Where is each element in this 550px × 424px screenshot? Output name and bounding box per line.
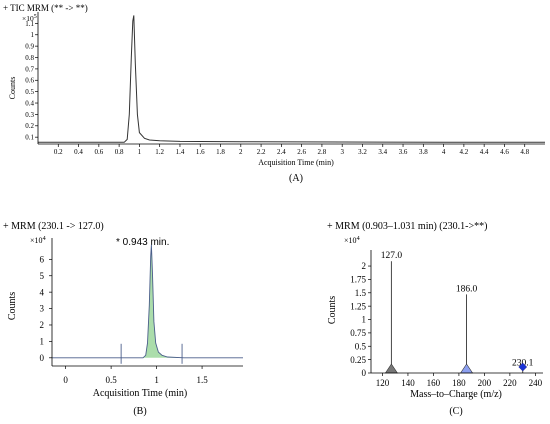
x-tick-label: 0.8 <box>115 148 124 156</box>
x-tick-label: 3.2 <box>358 148 367 156</box>
y-tick-label: 1 <box>40 337 45 347</box>
panel-a-title: + TIC MRM (** -> **) <box>3 3 88 13</box>
x-tick-label: 1.8 <box>216 148 225 156</box>
peak-marker-triangle <box>384 363 398 374</box>
x-tick-label: 1 <box>154 375 159 385</box>
x-tick-label: 0.2 <box>54 148 63 156</box>
y-tick-label: 6 <box>40 254 45 264</box>
x-tick-label: 3.6 <box>399 148 408 156</box>
peak-label: 127.0 <box>381 251 403 261</box>
panel-b-ylabel: Counts <box>7 292 18 320</box>
y-tick-label: 0.7 <box>25 65 34 73</box>
panel-b-xlabel: Acquisition Time (min) <box>93 388 187 399</box>
panel-c-multiplier: ×104 <box>344 235 361 245</box>
panel-c-title: + MRM (0.903–1.031 min) (230.1->**) <box>327 221 487 232</box>
x-tick-label: 4.8 <box>520 148 529 156</box>
panel-b-mrm-chart: + MRM (230.1 -> 127.0) ×104 Counts Acqui… <box>3 221 243 417</box>
y-tick-label: 0.25 <box>350 355 366 365</box>
x-tick-label: 220 <box>503 378 517 388</box>
y-tick-label: 4 <box>40 287 45 297</box>
x-tick-label: 1.2 <box>155 148 164 156</box>
y-tick-label: 1.1 <box>25 20 34 28</box>
x-tick-label: 1 <box>138 148 142 156</box>
peak-marker-diamond <box>518 362 528 372</box>
x-tick-label: 200 <box>478 378 492 388</box>
panel-c-ylabel: Counts <box>327 296 338 324</box>
peak-marker-triangle <box>459 363 474 374</box>
x-tick-label: 160 <box>427 378 441 388</box>
x-tick-label: 1.6 <box>196 148 205 156</box>
panel-b-title: + MRM (230.1 -> 127.0) <box>3 221 104 232</box>
y-tick-label: 1.75 <box>350 275 366 285</box>
panel-b-series-line <box>52 244 243 359</box>
panel-a-ylabel: Counts <box>8 77 17 100</box>
y-tick-label: 0.6 <box>25 77 34 85</box>
y-tick-label: 0.2 <box>25 122 34 130</box>
panel-c-spectrum-chart: + MRM (0.903–1.031 min) (230.1->**) ×104… <box>327 221 543 417</box>
panel-a-tic-chart: + TIC MRM (** -> **) ×105 Counts Acquisi… <box>3 3 546 184</box>
y-tick-label: 0.9 <box>25 43 34 51</box>
x-tick-label: 3 <box>340 148 344 156</box>
panel-a-multiplier: ×105 <box>22 14 37 23</box>
x-tick-label: 2.8 <box>318 148 327 156</box>
y-tick-label: 1 <box>31 31 35 39</box>
x-tick-label: 0.5 <box>105 375 117 385</box>
y-tick-label: 1.5 <box>355 288 367 298</box>
y-tick-label: 0 <box>40 353 45 363</box>
panel-a-series-line <box>38 15 546 143</box>
x-tick-label: 0.4 <box>74 148 83 156</box>
x-tick-label: 4.2 <box>460 148 469 156</box>
x-tick-label: 0.6 <box>94 148 103 156</box>
y-tick-label: 0 <box>362 368 367 378</box>
panel-c-xlabel: Mass–to–Charge (m/z) <box>410 389 502 400</box>
panel-a-xlabel: Acquisition Time (min) <box>258 158 334 167</box>
panel-c-caption: (C) <box>449 406 462 417</box>
x-tick-label: 2 <box>239 148 243 156</box>
y-tick-label: 5 <box>40 271 45 281</box>
y-tick-label: 0.8 <box>25 54 34 62</box>
x-tick-label: 3.8 <box>419 148 428 156</box>
panel-b-peak-annotation: * 0.943 min. <box>116 237 169 248</box>
y-tick-label: 1.25 <box>350 301 366 311</box>
x-tick-label: 140 <box>401 378 415 388</box>
x-tick-label: 3.4 <box>378 148 387 156</box>
x-tick-label: 240 <box>529 378 543 388</box>
panel-b-peak-area <box>121 244 183 358</box>
panel-a-caption: (A) <box>289 173 303 184</box>
y-tick-label: 3 <box>40 304 45 314</box>
x-tick-label: 2.2 <box>257 148 266 156</box>
x-tick-label: 4.6 <box>500 148 509 156</box>
x-tick-label: 4 <box>442 148 446 156</box>
x-tick-label: 180 <box>452 378 466 388</box>
x-tick-label: 120 <box>376 378 390 388</box>
x-tick-label: 1.5 <box>196 375 208 385</box>
x-tick-label: 0 <box>63 375 68 385</box>
y-tick-label: 0.3 <box>25 111 34 119</box>
y-tick-label: 0.5 <box>25 88 34 96</box>
x-tick-label: 4.4 <box>480 148 489 156</box>
y-tick-label: 0.4 <box>25 99 34 107</box>
x-tick-label: 2.4 <box>277 148 286 156</box>
y-tick-label: 0.5 <box>355 341 367 351</box>
x-tick-label: 1.4 <box>176 148 185 156</box>
y-tick-label: 1 <box>362 315 367 325</box>
y-tick-label: 0.1 <box>25 134 34 142</box>
y-tick-label: 2 <box>362 261 367 271</box>
x-tick-label: 2.6 <box>297 148 306 156</box>
peak-label: 186.0 <box>456 284 478 294</box>
panel-b-caption: (B) <box>133 406 146 417</box>
y-tick-label: 2 <box>40 320 45 330</box>
y-tick-label: 0.75 <box>350 328 366 338</box>
panel-b-multiplier: ×104 <box>30 235 47 245</box>
